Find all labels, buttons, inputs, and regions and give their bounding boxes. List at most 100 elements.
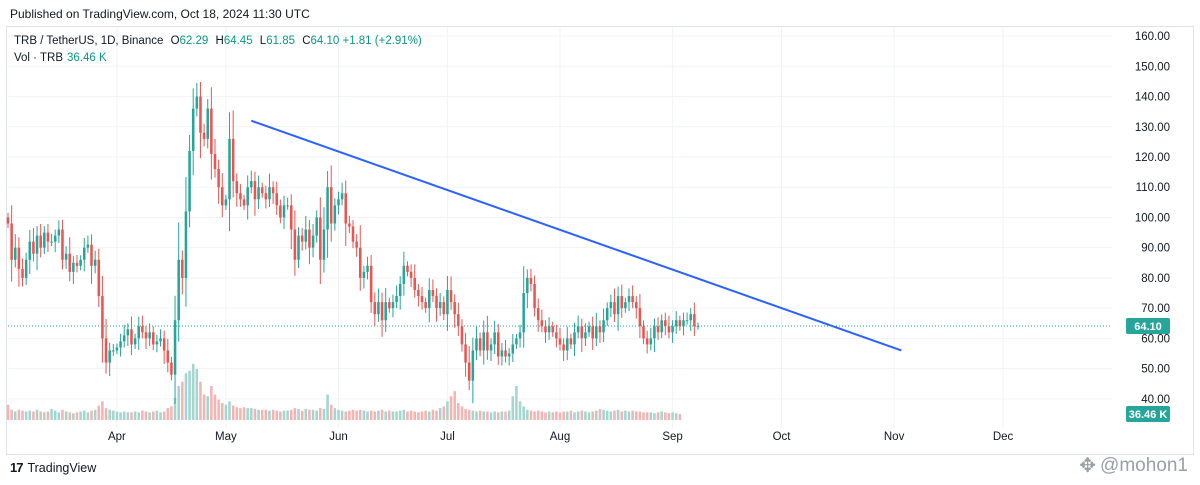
volume-bar — [72, 413, 75, 420]
candle-body — [449, 290, 453, 303]
volume-bar — [133, 411, 137, 420]
candle-body — [522, 293, 525, 333]
candle-body — [141, 326, 144, 333]
candle-body — [322, 229, 326, 260]
volume-bar — [28, 410, 32, 420]
candle-body — [57, 229, 61, 236]
candle-body — [438, 302, 442, 309]
candle-body — [293, 229, 297, 260]
volume-bar — [391, 411, 395, 420]
candle-body — [148, 332, 151, 339]
candle-body — [181, 259, 184, 278]
candle-body — [649, 338, 653, 345]
volume-bar — [595, 410, 598, 420]
volume-bar — [664, 412, 667, 420]
volume-bar — [645, 412, 649, 420]
y-tick-label: 40.00 — [1141, 394, 1170, 406]
volume-bar — [46, 411, 50, 420]
volume-bar — [380, 409, 384, 420]
volume-bar — [522, 406, 525, 420]
candle-body — [195, 96, 199, 109]
volume-bar — [584, 411, 587, 420]
volume-bar — [268, 410, 271, 420]
volume-bar — [173, 397, 177, 420]
volume-bar — [576, 411, 580, 420]
volume-bar — [544, 412, 547, 420]
volume-bar — [311, 409, 315, 420]
volume-bar — [43, 412, 46, 420]
candle-body — [173, 320, 177, 375]
volume-tag — [1126, 406, 1170, 422]
candle-body — [144, 332, 148, 339]
candle-body — [133, 338, 137, 345]
volume-bar — [417, 412, 420, 420]
candle-body — [122, 335, 126, 342]
volume-bar — [504, 411, 507, 420]
volume-bar — [340, 410, 344, 420]
volume-bar — [206, 396, 210, 420]
volume-bar — [649, 412, 653, 420]
volume-bar — [609, 411, 613, 420]
volume-bar — [500, 411, 504, 420]
volume-bar — [464, 408, 467, 420]
volume-bar — [217, 399, 220, 420]
volume-bar — [39, 411, 42, 420]
volume-bar — [264, 409, 268, 420]
candle-body — [551, 326, 555, 333]
volume-bar — [250, 408, 253, 420]
volume-bar — [431, 409, 435, 420]
volume-bar — [587, 412, 591, 420]
volume-bar — [329, 404, 333, 420]
candle-body — [188, 150, 191, 212]
candle-body — [464, 344, 467, 363]
volume-bar — [493, 411, 496, 420]
trendline-layer — [250, 119, 902, 352]
price-tag-text: 64.10 — [1134, 321, 1162, 333]
volume-bar — [242, 407, 246, 420]
candle-body — [427, 290, 431, 309]
volume-bar — [286, 410, 289, 420]
trendline[interactable] — [250, 119, 902, 352]
candle-body — [562, 344, 565, 351]
volume-bar — [177, 386, 180, 420]
candle-body — [75, 262, 79, 266]
candle-body — [413, 277, 417, 291]
candle-body — [587, 326, 591, 333]
volume-bar — [260, 409, 264, 420]
volume-bar — [362, 410, 366, 420]
candle-body — [656, 326, 660, 333]
candle-body — [631, 296, 634, 303]
candle-body — [202, 132, 206, 139]
candle-body — [409, 271, 413, 278]
candle-body — [68, 253, 72, 272]
candle-body — [544, 326, 547, 333]
volume-bar — [315, 410, 318, 420]
open-value: 62.29 — [179, 35, 209, 47]
candle-body — [493, 332, 496, 345]
candle-body — [573, 332, 576, 345]
candle-body — [435, 296, 438, 309]
volume-bar — [373, 411, 377, 420]
y-tick-label: 50.00 — [1141, 364, 1170, 376]
candle-body — [239, 193, 242, 200]
watermark-text: @mohon1 — [1100, 454, 1188, 476]
volume-bar — [289, 409, 293, 420]
volume-bar — [166, 408, 170, 420]
candle-body — [35, 235, 39, 254]
volume-bar — [507, 410, 511, 420]
candle-body — [377, 302, 380, 315]
candle-body — [279, 205, 282, 218]
candle-body — [555, 332, 558, 339]
volume-bar — [130, 412, 133, 420]
candle-body — [82, 247, 86, 260]
volume-bar — [333, 408, 337, 420]
x-tick-label: Dec — [993, 431, 1014, 443]
candle-body — [602, 320, 605, 333]
volume-bar — [126, 412, 130, 420]
candle-body — [24, 259, 28, 278]
volume-bar — [438, 408, 442, 420]
watermark: ✥ @mohon1 — [1079, 453, 1188, 478]
candle-body — [246, 187, 249, 206]
tradingview-footer[interactable]: 17 TradingView — [10, 460, 96, 475]
